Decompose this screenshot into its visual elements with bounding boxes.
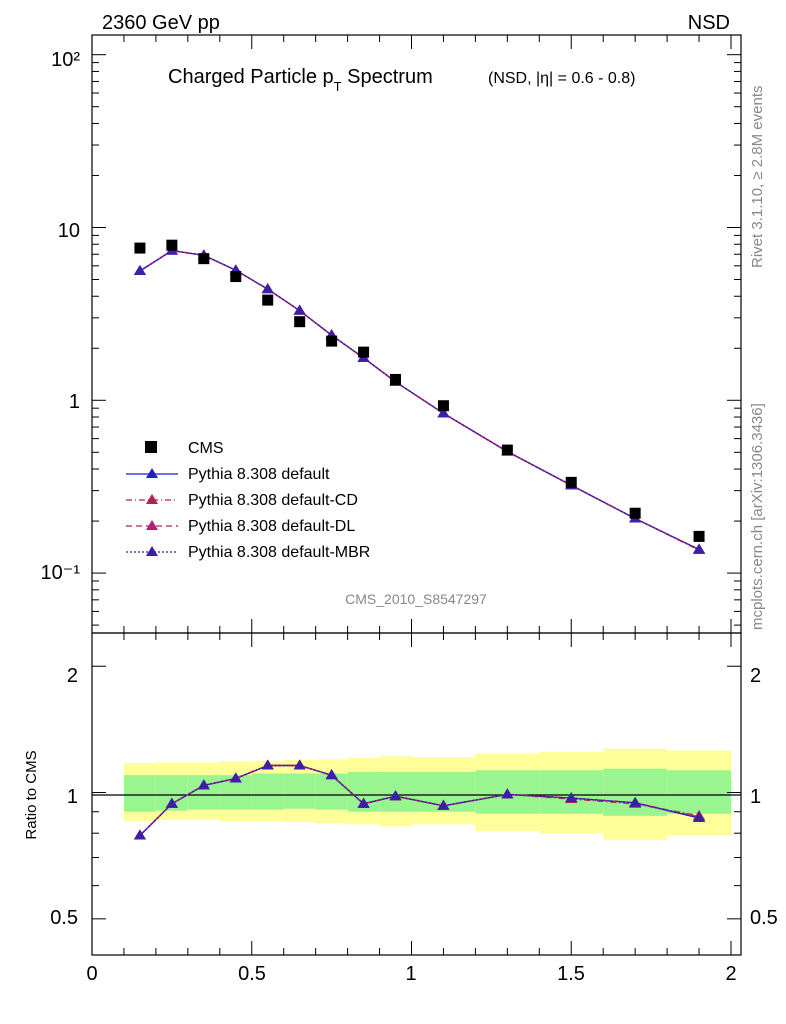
legend-marker-cms [145, 441, 157, 453]
ratio-point-dotted [357, 797, 370, 808]
ratio-band-inner [667, 770, 731, 814]
header-right: NSD [688, 12, 730, 34]
ratio-band-inner [283, 773, 316, 809]
cms-data-point [693, 530, 705, 542]
ratio-band-inner [315, 773, 348, 810]
cms-data-point [565, 476, 577, 488]
ratio-series-layer [133, 759, 706, 840]
ratio-point-dotted [437, 799, 450, 810]
y-tick-label-1: 1 [69, 391, 80, 413]
chart-title-sub: T [334, 79, 342, 94]
legend-label-mbr: Pythia 8.308 default-MBR [188, 544, 370, 561]
ratio-y-tick-label-right-1: 1 [750, 786, 761, 808]
y-tick-label-100: 10² [51, 49, 80, 71]
ratio-y-tick-label-2: 2 [67, 665, 78, 687]
ratio-y-tick-label-right-0.5: 0.5 [750, 907, 778, 929]
ratio-uncertainty-bands [123, 748, 731, 841]
ratio-band-inner [251, 773, 284, 810]
ratio-panel: Ratio to CMS 2 1 0.5 2 1 0.5 0 0.5 1 1.5… [23, 632, 778, 985]
ratio-point-dotted [165, 797, 178, 808]
ratio-series-line-dotted [139, 764, 700, 836]
x-tick-label-1: 1 [405, 963, 416, 985]
ratio-y-label: Ratio to CMS [23, 750, 40, 839]
y-tick-label-0.1: 10⁻¹ [41, 562, 81, 584]
cms-data-point [198, 253, 210, 265]
cms-data-point [230, 271, 242, 283]
cms-data-point [390, 373, 402, 385]
x-tick-label-0.5: 0.5 [238, 963, 266, 985]
legend-label-dl: Pythia 8.308 default-DL [188, 518, 355, 535]
legend-marker-dl [146, 520, 158, 530]
ratio-point-dotted [133, 829, 146, 840]
cms-data-point [166, 239, 178, 251]
main-series-layer [133, 239, 706, 555]
legend-marker-cd [146, 494, 158, 504]
ratio-point-dotted [693, 811, 706, 822]
cms-data-point [629, 507, 641, 519]
chart-title: Charged Particle pT Spectrum [168, 66, 433, 94]
ratio-point-dotted [325, 769, 338, 780]
main-panel: Charged Particle pT Spectrum (NSD, |η| =… [41, 34, 742, 634]
ratio-band-inner [539, 770, 604, 814]
main-point-dotted [437, 407, 450, 418]
x-tick-label-2: 2 [725, 963, 736, 985]
y-tick-label-10: 10 [58, 220, 80, 242]
main-point-dotted [133, 264, 146, 275]
cms-data-point [437, 400, 449, 412]
main-axis-ticks [91, 35, 741, 633]
main-point-dotted [693, 543, 706, 554]
cms-data-point [134, 242, 146, 254]
ratio-point-dotted [261, 759, 274, 770]
legend-label-default: Pythia 8.308 default [188, 466, 330, 483]
side-text-bottom: mcplots.cern.ch [arXiv:1306.3436] [749, 403, 766, 630]
main-point-dotted [261, 283, 274, 294]
ratio-point-dotted [197, 779, 210, 790]
x-tick-label-1.5: 1.5 [557, 963, 585, 985]
legend-marker-default [146, 468, 158, 478]
chart-title-tail: Spectrum [342, 66, 433, 88]
ratio-point-dotted [629, 796, 642, 807]
analysis-watermark: CMS_2010_S8547297 [345, 591, 487, 607]
legend-marker-mbr [146, 546, 158, 556]
ratio-point-dotted [501, 788, 514, 799]
ratio-frame [91, 632, 742, 956]
ratio-point-dotted [229, 772, 242, 783]
ratio-series-line-dashed [139, 764, 700, 836]
ratio-axis-ticks [91, 633, 741, 955]
legend: CMS Pythia 8.308 default Pythia 8.308 de… [126, 440, 370, 561]
x-tick-label-0: 0 [86, 963, 97, 985]
side-text-top: Rivet 3.1.10, ≥ 2.8M events [749, 86, 766, 269]
ratio-y-tick-label-0.5: 0.5 [50, 907, 78, 929]
main-point-dotted [293, 304, 306, 315]
chart-title-main: Charged Particle p [168, 66, 334, 88]
legend-label-cd: Pythia 8.308 default-CD [188, 492, 358, 509]
ratio-point-dotted [293, 759, 306, 770]
cms-data-point [262, 294, 274, 306]
ratio-point-dotted [389, 790, 402, 801]
ratio-y-tick-label-right-2: 2 [750, 665, 761, 687]
cms-data-point [501, 444, 513, 456]
cms-data-point [294, 316, 306, 328]
cms-data-point [358, 346, 370, 358]
legend-label-cms: CMS [188, 440, 224, 457]
chart-title-extra: (NSD, |η| = 0.6 - 0.8) [488, 70, 635, 87]
header-left: 2360 GeV pp [102, 12, 220, 34]
ratio-point-dotted [565, 792, 578, 803]
ratio-band-inner [123, 775, 156, 812]
ratio-y-tick-label-1: 1 [67, 786, 78, 808]
cms-data-point [326, 335, 338, 347]
